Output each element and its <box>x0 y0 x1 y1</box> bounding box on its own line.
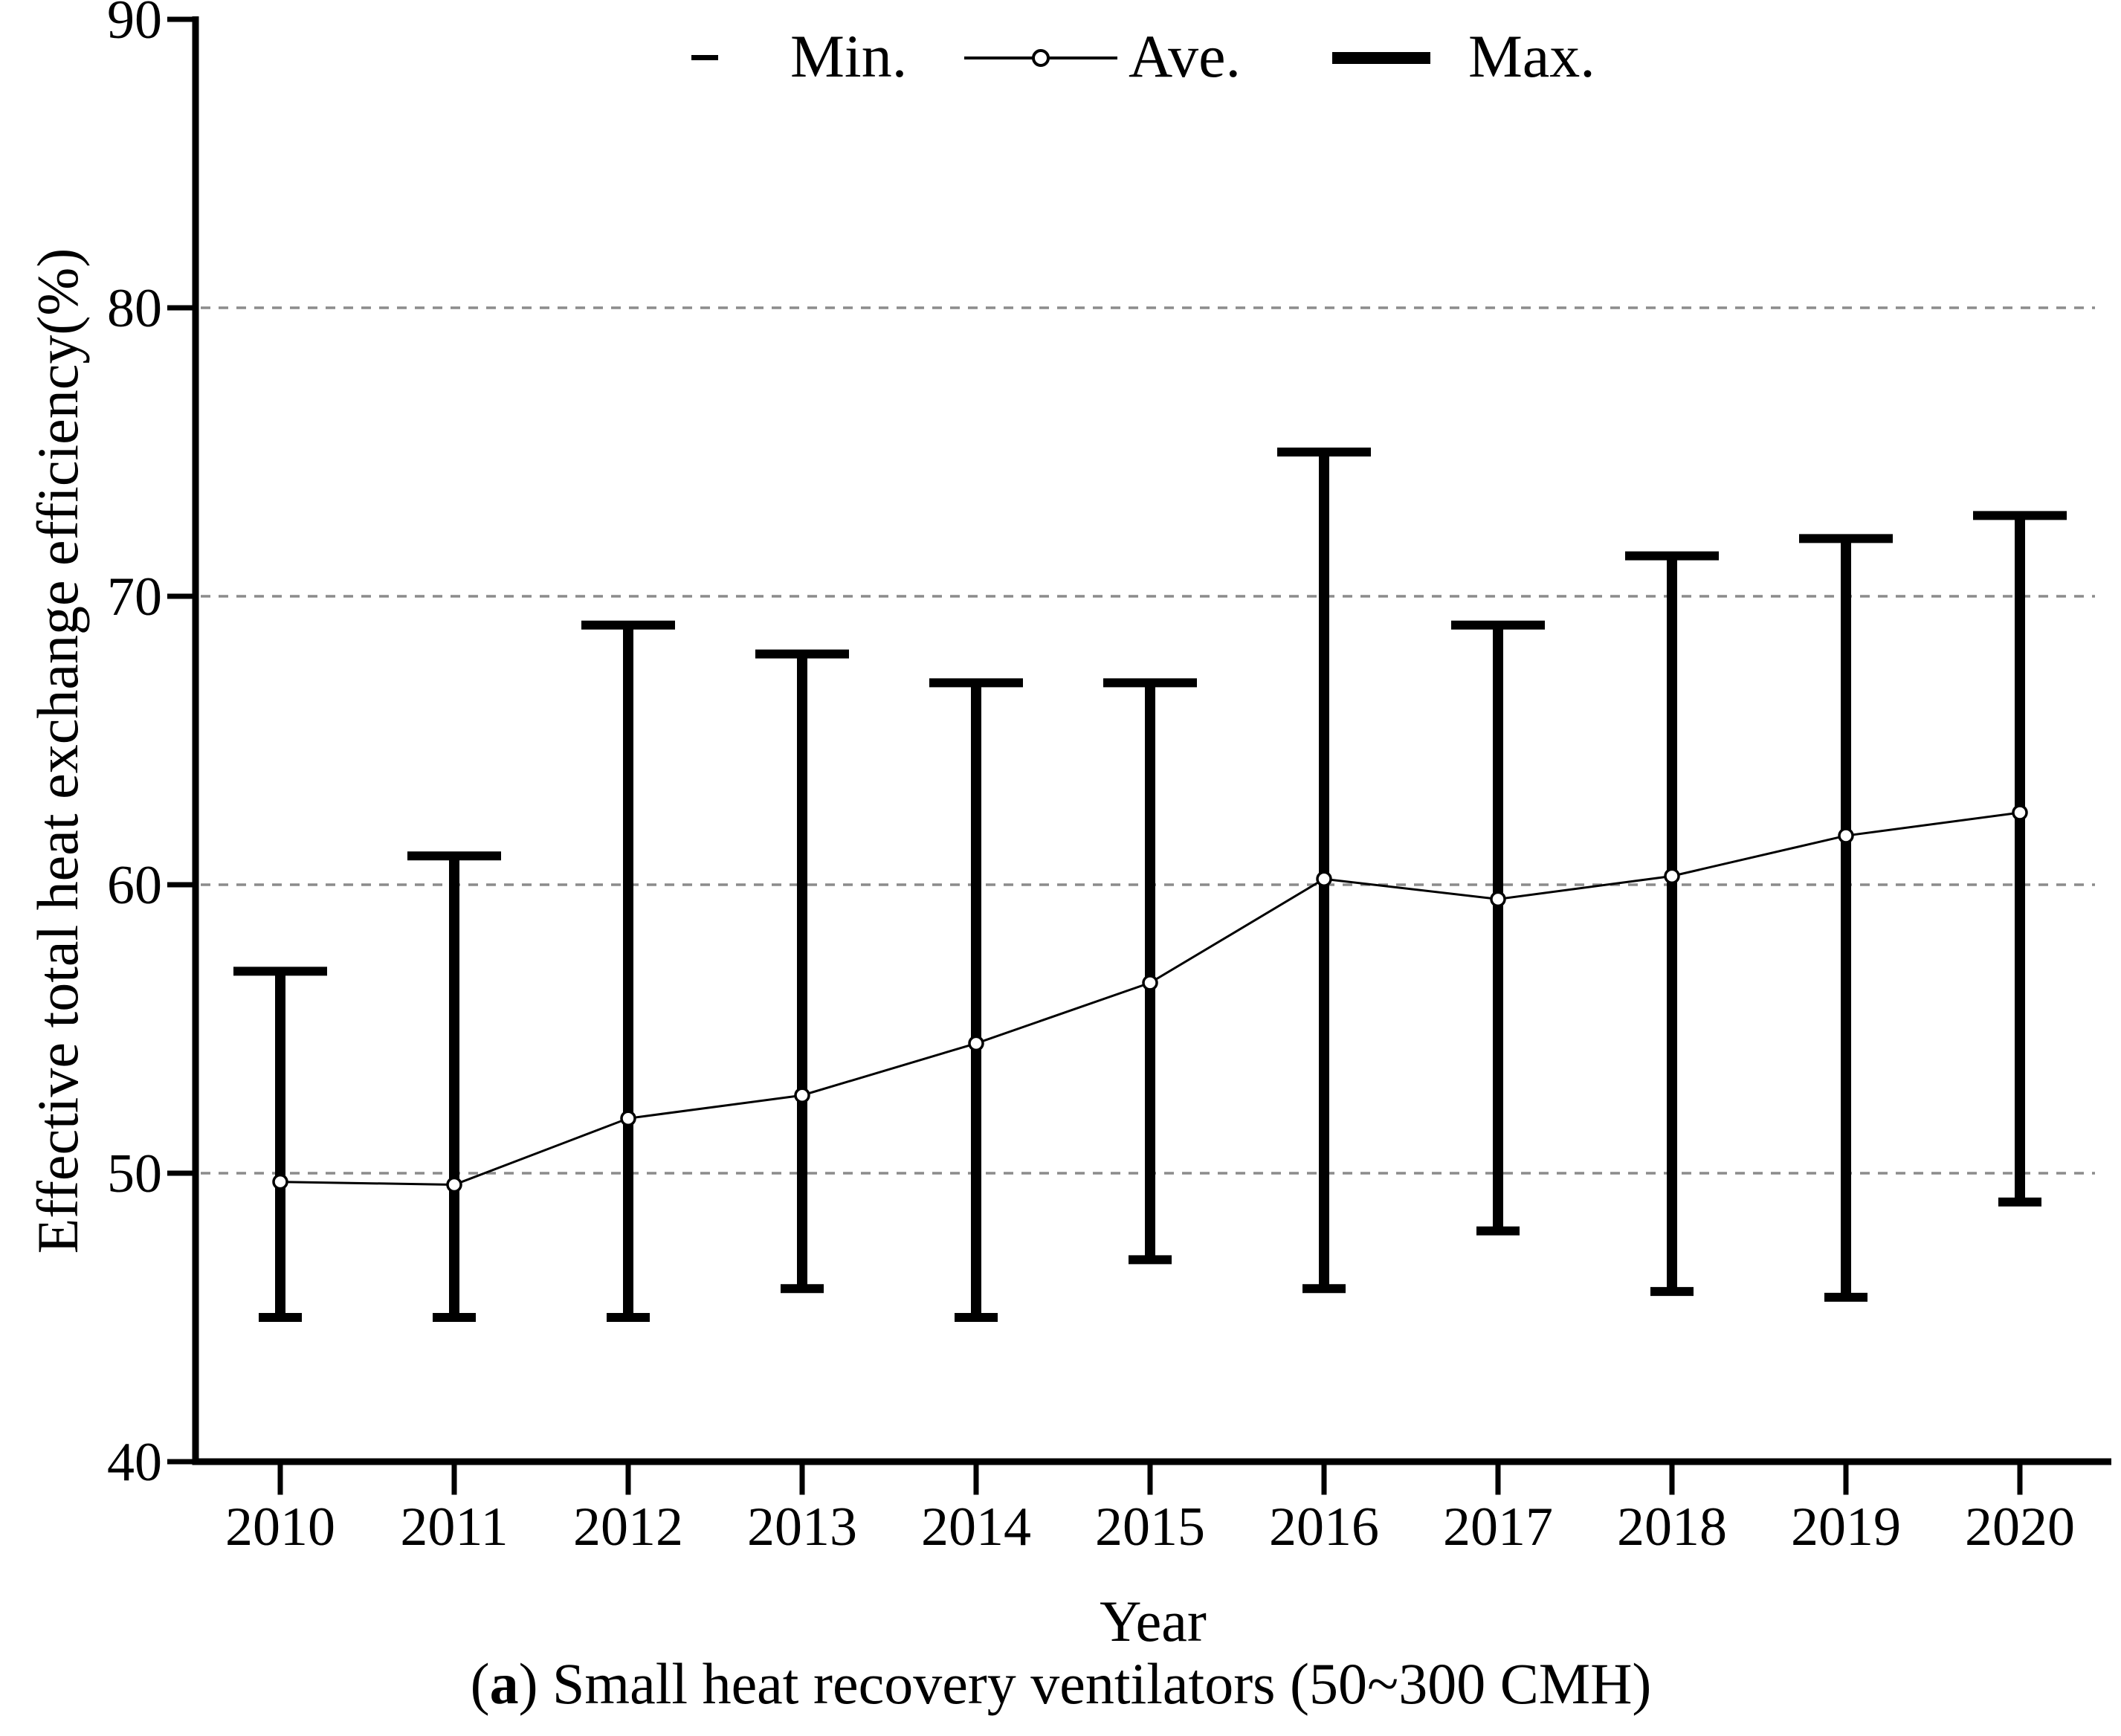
x-tick-label-2015: 2015 <box>1095 1497 1205 1558</box>
ave-marker-2018 <box>1664 868 1680 885</box>
x-tick-label-2019: 2019 <box>1791 1497 1901 1558</box>
ave-marker-2015 <box>1142 975 1158 991</box>
x-tick-label-2011: 2011 <box>400 1497 508 1558</box>
x-tick-label-2017: 2017 <box>1443 1497 1553 1558</box>
y-tick-label-40: 40 <box>107 1432 162 1493</box>
legend-min-dash-icon <box>691 55 718 60</box>
caption-letter: a <box>489 1651 519 1716</box>
legend-max-line-icon <box>1332 52 1430 64</box>
y-tick-label-80: 80 <box>107 278 162 339</box>
ave-marker-2013 <box>794 1087 810 1103</box>
caption-prefix: ( <box>470 1651 490 1716</box>
ave-marker-2012 <box>620 1110 636 1127</box>
y-tick-label-60: 60 <box>107 855 162 916</box>
x-tick-label-2016: 2016 <box>1269 1497 1379 1558</box>
y-tick-label-50: 50 <box>107 1143 162 1204</box>
y-tick-label-90: 90 <box>107 0 162 51</box>
ave-marker-2019 <box>1838 827 1854 844</box>
x-tick-label-2013: 2013 <box>747 1497 857 1558</box>
ave-marker-2020 <box>2012 804 2028 821</box>
figure-caption: (a) Small heat recovery ventilators (50~… <box>471 1651 1652 1717</box>
x-axis-title: Year <box>1100 1589 1207 1653</box>
x-tick-label-2014: 2014 <box>921 1497 1031 1558</box>
legend-min-label: Min. <box>790 22 908 90</box>
x-tick-label-2018: 2018 <box>1617 1497 1727 1558</box>
x-tick-label-2012: 2012 <box>573 1497 683 1558</box>
legend-ave-circle-icon <box>1032 49 1050 67</box>
ave-marker-2011 <box>446 1176 462 1193</box>
legend-ave-label: Ave. <box>1129 22 1242 90</box>
ave-marker-2010 <box>272 1173 288 1190</box>
ave-marker-2016 <box>1316 871 1332 887</box>
ave-marker-2014 <box>968 1035 984 1052</box>
x-tick-label-2020: 2020 <box>1965 1497 2075 1558</box>
legend-max-label: Max. <box>1468 22 1595 90</box>
ave-marker-2017 <box>1490 891 1506 908</box>
x-tick-label-2010: 2010 <box>225 1497 335 1558</box>
caption-rest: ) Small heat recovery ventilators (50~30… <box>518 1651 1652 1716</box>
y-tick-label-70: 70 <box>107 567 162 627</box>
